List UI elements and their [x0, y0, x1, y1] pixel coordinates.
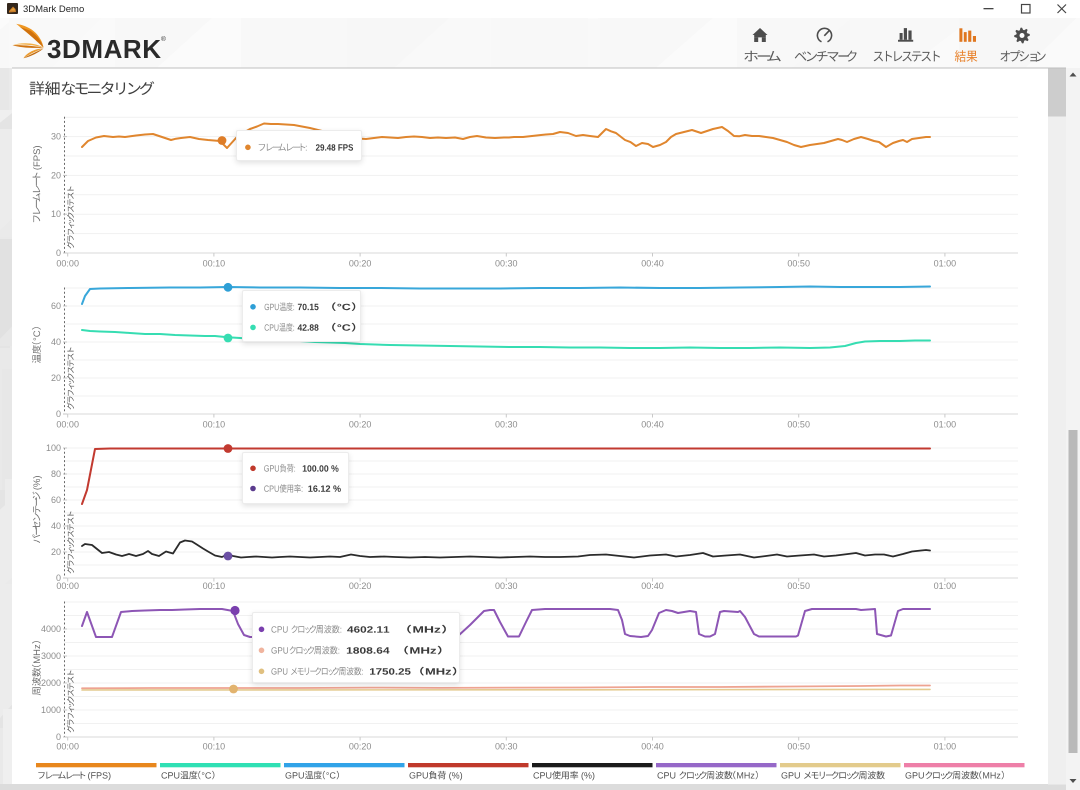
svg-text:01:00: 01:00 — [934, 420, 957, 430]
svg-text:00:20: 00:20 — [349, 420, 372, 430]
svg-text:01:00: 01:00 — [934, 581, 957, 591]
svg-text:00:50: 00:50 — [787, 420, 810, 430]
svg-text:00:50: 00:50 — [787, 742, 810, 752]
svg-text:0: 0 — [56, 732, 61, 742]
svg-text:10: 10 — [51, 209, 61, 219]
svg-text:100: 100 — [46, 443, 61, 453]
svg-text:00:00: 00:00 — [56, 742, 79, 752]
svg-text:00:20: 00:20 — [349, 581, 372, 591]
svg-text:40: 40 — [51, 337, 61, 347]
svg-text:2000: 2000 — [41, 678, 61, 688]
svg-text:60: 60 — [51, 301, 61, 311]
svg-text:00:00: 00:00 — [56, 420, 79, 430]
svg-text:0: 0 — [56, 248, 61, 258]
svg-text:00:20: 00:20 — [349, 742, 372, 752]
svg-text:00:20: 00:20 — [349, 259, 372, 269]
svg-text:1000: 1000 — [41, 705, 61, 715]
svg-text:00:00: 00:00 — [56, 259, 79, 269]
svg-text:01:00: 01:00 — [934, 742, 957, 752]
svg-text:00:40: 00:40 — [641, 259, 664, 269]
svg-text:00:10: 00:10 — [203, 742, 226, 752]
svg-text:3000: 3000 — [41, 651, 61, 661]
svg-text:20: 20 — [51, 170, 61, 180]
svg-text:00:40: 00:40 — [641, 581, 664, 591]
svg-text:40: 40 — [51, 521, 61, 531]
svg-text:00:40: 00:40 — [641, 420, 664, 430]
svg-text:20: 20 — [51, 373, 61, 383]
svg-text:00:50: 00:50 — [787, 259, 810, 269]
svg-text:00:10: 00:10 — [203, 581, 226, 591]
svg-text:80: 80 — [51, 469, 61, 479]
svg-text:20: 20 — [51, 547, 61, 557]
svg-text:00:40: 00:40 — [641, 742, 664, 752]
svg-text:®: ® — [161, 35, 166, 43]
svg-text:01:00: 01:00 — [934, 259, 957, 269]
svg-text:00:00: 00:00 — [56, 581, 79, 591]
svg-text:0: 0 — [56, 409, 61, 419]
svg-text:60: 60 — [51, 495, 61, 505]
svg-text:4000: 4000 — [41, 624, 61, 634]
svg-text:00:10: 00:10 — [203, 259, 226, 269]
svg-text:00:30: 00:30 — [495, 581, 518, 591]
svg-text:0: 0 — [56, 573, 61, 583]
svg-text:00:30: 00:30 — [495, 420, 518, 430]
svg-text:3DMark Demo: 3DMark Demo — [23, 4, 84, 15]
svg-text:30: 30 — [51, 132, 61, 142]
svg-text:3DMARK: 3DMARK — [47, 34, 161, 64]
svg-text:00:30: 00:30 — [495, 742, 518, 752]
svg-text:00:50: 00:50 — [787, 581, 810, 591]
svg-text:00:10: 00:10 — [203, 420, 226, 430]
svg-text:00:30: 00:30 — [495, 259, 518, 269]
